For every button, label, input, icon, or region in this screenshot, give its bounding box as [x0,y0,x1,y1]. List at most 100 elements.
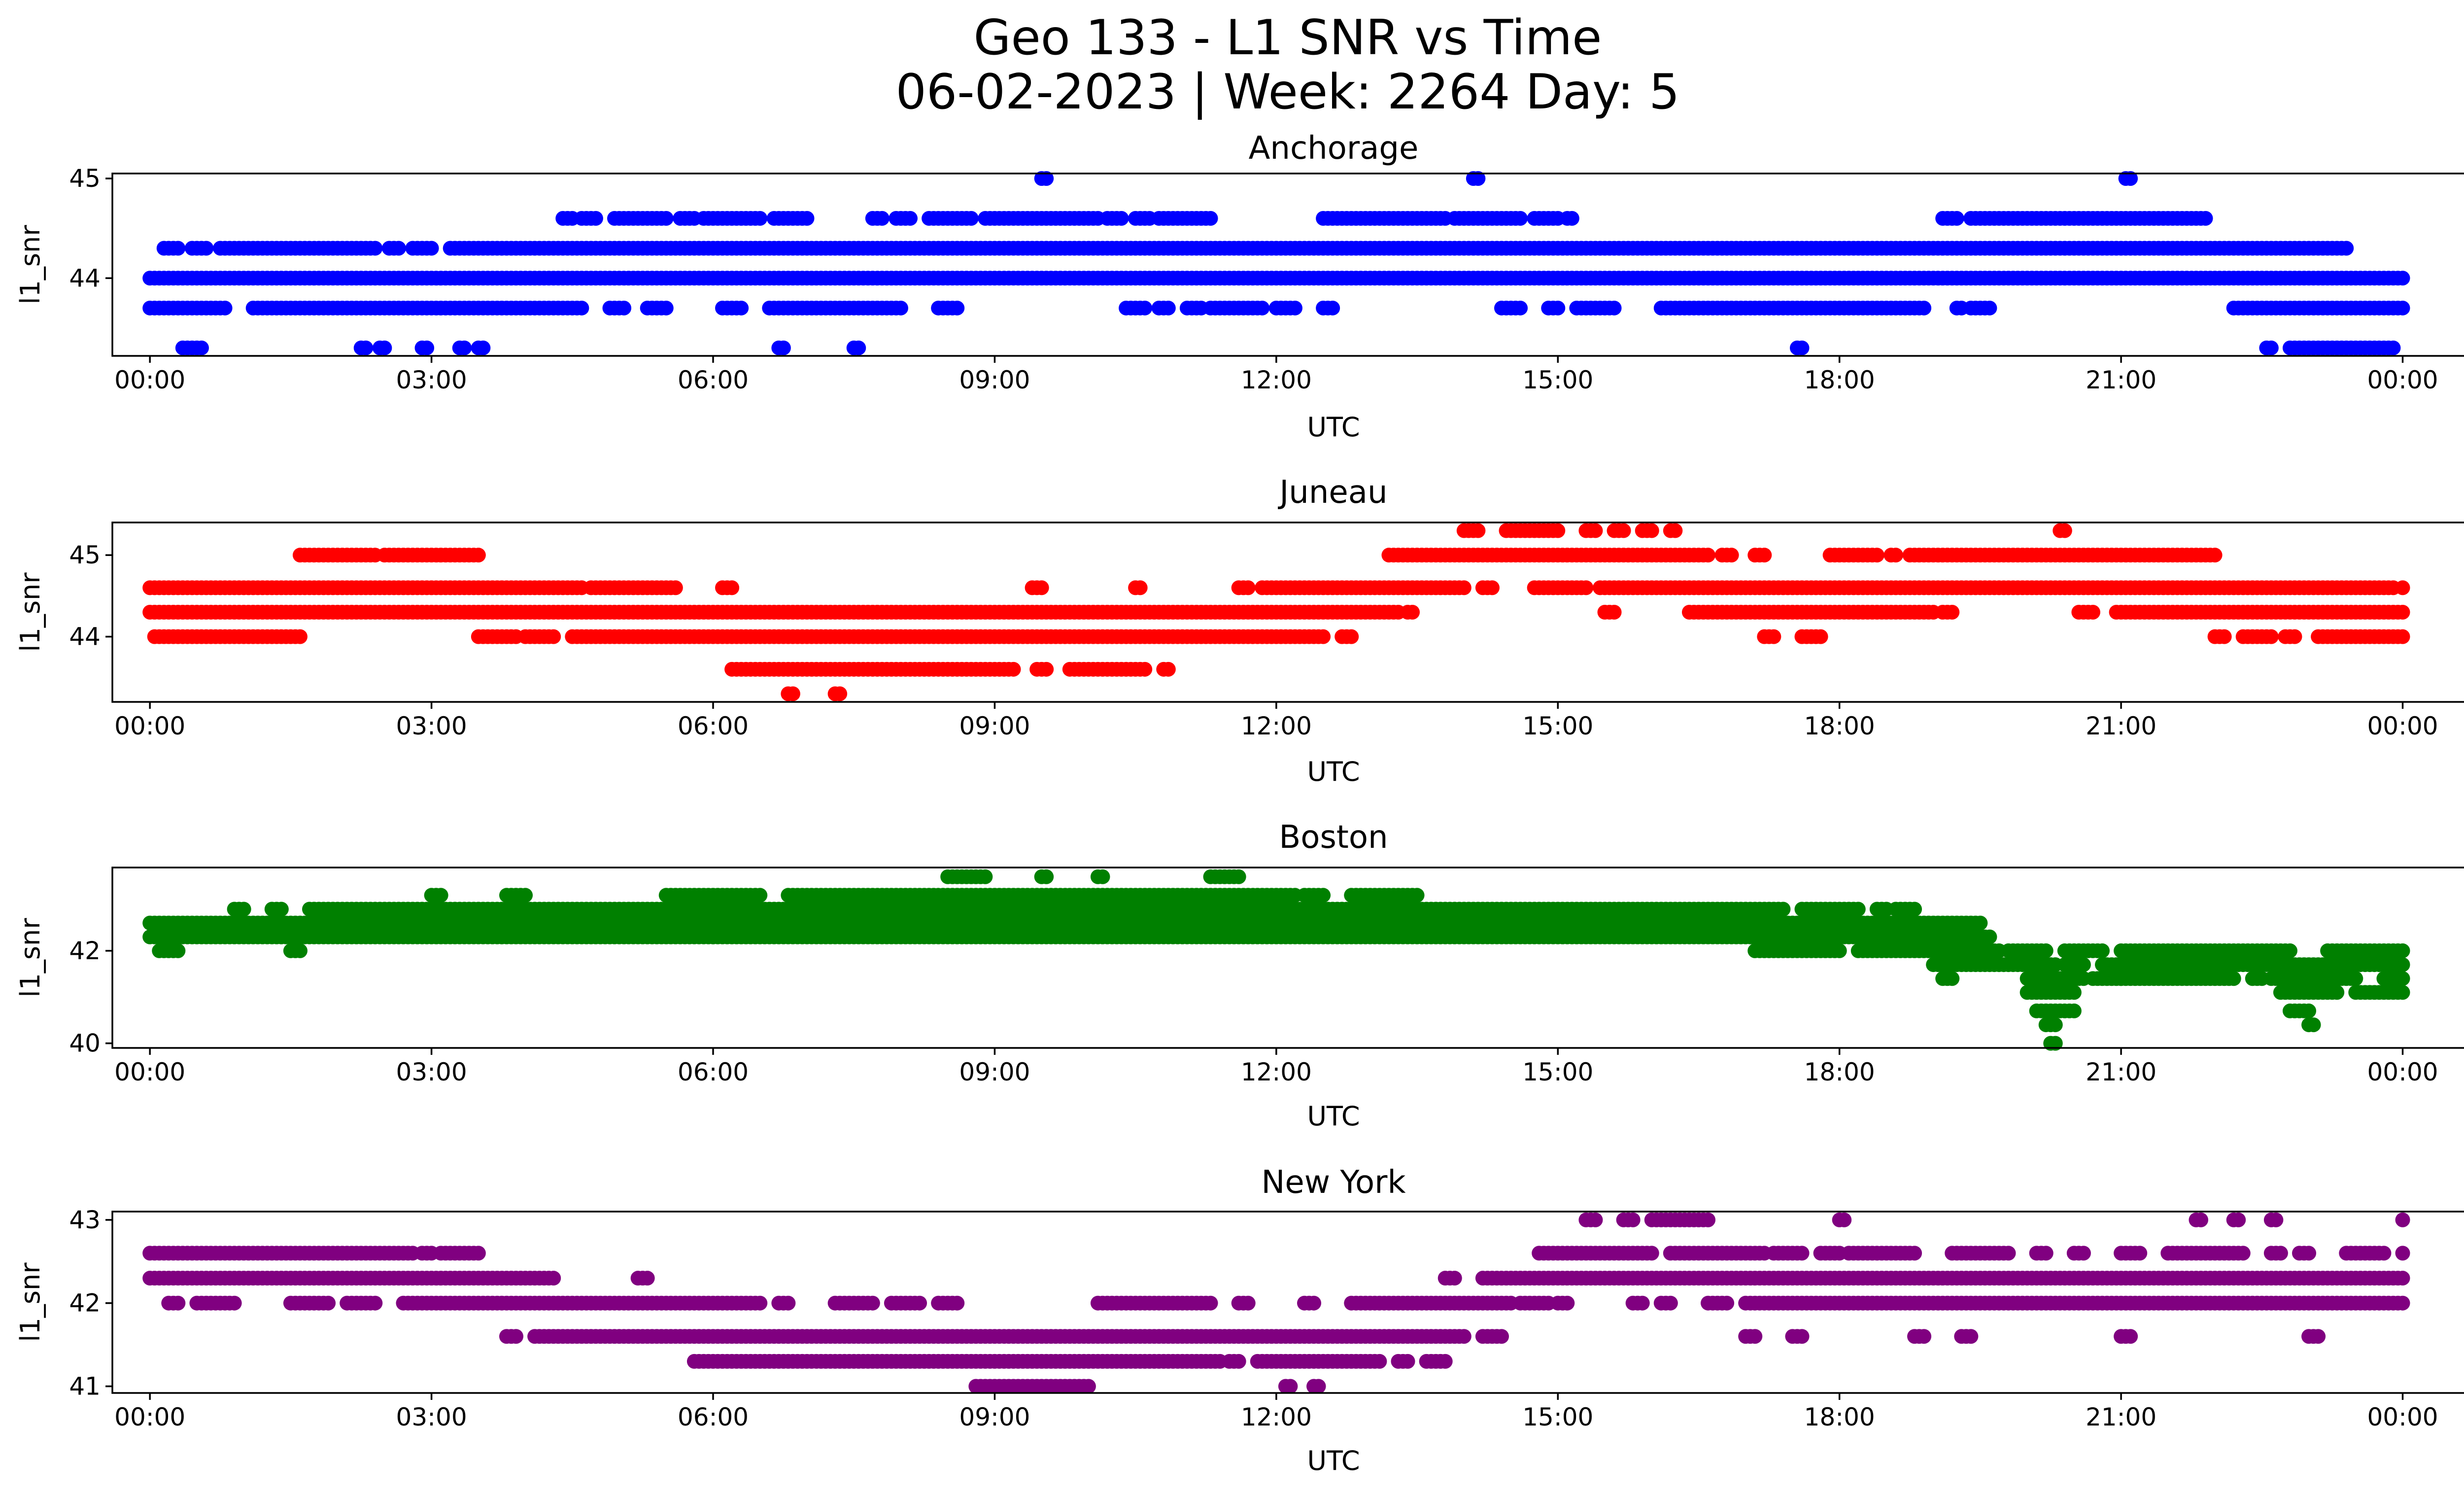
data-point [734,300,749,315]
data-point [1907,902,1922,917]
data-point [194,340,209,355]
data-point [2395,605,2410,620]
data-point [2207,548,2223,563]
data-point [546,629,561,644]
data-point [1132,580,1148,595]
data-point [1471,523,1486,538]
data-point [2263,629,2279,644]
data-point [963,210,979,226]
x-tick-label: 00:00 [114,366,185,394]
data-point [1137,661,1153,677]
x-tick-label: 00:00 [2367,1058,2438,1086]
data-point [2395,300,2410,315]
x-tick-label: 00:00 [2367,366,2438,394]
y-tick-label: 45 [69,164,101,193]
data-point [1550,523,1566,538]
data-point [2066,1003,2082,1018]
data-point [2386,340,2401,355]
data-point [1550,300,1566,315]
data-point [1945,605,1960,620]
data-point [1203,210,1218,226]
x-tick-label: 06:00 [678,712,749,740]
data-point [1039,171,1054,186]
data-point [2076,1246,2091,1261]
data-point [1982,929,1997,944]
data-point [424,241,439,256]
data-point [574,300,589,315]
y-axis-label: l1_snr [15,225,46,305]
data-point [2057,523,2072,538]
data-point [1255,300,1270,315]
data-point [2085,605,2100,620]
data-point [776,340,791,355]
figure-title-line2: 06-02-2023 | Week: 2264 Day: 5 [896,64,1680,120]
x-axis-label: UTC [1307,1101,1360,1132]
data-point [753,210,768,226]
plot-frame [111,867,2464,1049]
data-point [2395,580,2410,595]
y-tick-label: 45 [69,541,101,569]
data-point [2329,985,2345,1000]
x-tick-label: 15:00 [1522,1058,1593,1086]
data-point [978,869,993,884]
data-point [1240,580,1256,595]
data-point [274,902,289,917]
data-point [518,888,533,903]
x-tick-label: 21:00 [2086,712,2156,740]
axis-ticks: 00:00 03:00 06:00 09:00 12:00 15:00 18:00 21:00… [69,937,2438,1086]
data-point [171,241,186,256]
data-point [1095,869,1110,884]
data-point [588,210,603,226]
data-point [2395,957,2410,973]
data-point [1484,580,1500,595]
data-point [217,300,233,315]
data-point [1231,869,1246,884]
data-points [142,523,2410,701]
data-point [2301,1003,2317,1018]
data-point [476,340,491,355]
x-tick-label: 06:00 [678,366,749,394]
data-point [2306,1017,2321,1033]
data-point [1513,300,1528,315]
data-point [2348,971,2363,986]
data-point [753,888,768,903]
x-tick-label: 15:00 [1522,712,1593,740]
data-point [2038,943,2053,958]
data-point [1405,605,1420,620]
data-point [724,580,740,595]
x-tick-label: 21:00 [2086,366,2156,394]
x-tick-label: 03:00 [396,366,467,394]
data-point [2395,271,2410,286]
x-tick-label: 00:00 [114,712,185,740]
data-point [377,340,392,355]
data-point [2273,1246,2288,1261]
data-point [1850,902,1866,917]
data-point [1982,300,1997,315]
data-point [358,340,374,355]
y-tick-label: 40 [69,1029,101,1058]
x-tick-label: 09:00 [959,712,1030,740]
data-point [171,943,186,958]
data-point [1316,629,1331,644]
data-point [785,686,800,701]
x-tick-label: 06:00 [678,1058,749,1086]
subplot-title: New York [1261,1164,1405,1201]
data-point [1513,210,1528,226]
data-point [1344,629,1359,644]
data-point [1794,1246,1810,1261]
data-point [292,943,308,958]
y-tick-label: 44 [69,264,101,292]
data-point [1607,605,1622,620]
subplot-title: Boston [1279,819,1388,856]
data-point [1607,300,1622,315]
data-point [668,580,683,595]
x-tick-label: 21:00 [2086,1058,2156,1086]
x-tick-label: 18:00 [1804,712,1875,740]
data-point [1039,661,1054,677]
axis-ticks: 00:00 03:00 06:00 09:00 12:00 15:00 18:00 21:00… [69,541,2438,740]
data-point [832,686,848,701]
data-point [2339,241,2354,256]
x-tick-label: 09:00 [959,366,1030,394]
data-point [2066,985,2082,1000]
